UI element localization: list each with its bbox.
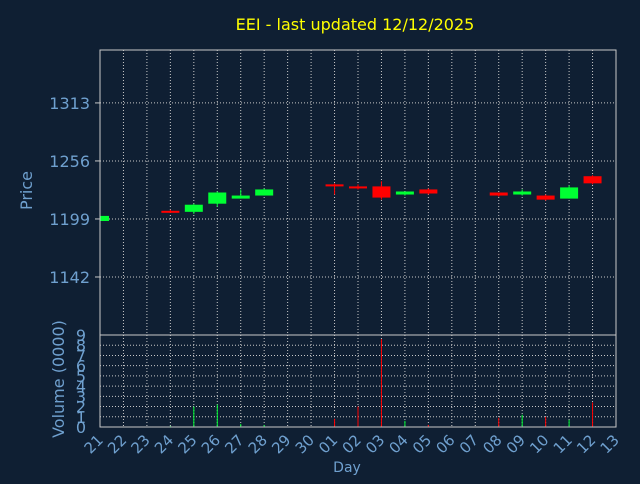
volume-tick-label: 8 bbox=[76, 336, 86, 355]
x-tick-labels: 2122232425262728293001020304050607080910… bbox=[81, 431, 623, 457]
price-tick-label: 1313 bbox=[49, 94, 90, 113]
x-tick-label: 09 bbox=[503, 431, 529, 457]
candle-body bbox=[255, 189, 274, 196]
chart-title: EEI - last updated 12/12/2025 bbox=[236, 15, 475, 34]
price-tick-label: 1142 bbox=[49, 268, 90, 287]
candle-body bbox=[161, 210, 180, 213]
price-axis-label: Price bbox=[17, 171, 36, 210]
x-tick-label: 05 bbox=[409, 431, 435, 457]
volume-tick-label: 4 bbox=[76, 377, 86, 396]
x-tick-label: 23 bbox=[128, 431, 154, 457]
candle-body bbox=[395, 191, 414, 195]
x-tick-label: 22 bbox=[104, 431, 130, 457]
price-tick-label: 1256 bbox=[49, 152, 90, 171]
x-axis-label: Day bbox=[333, 460, 361, 476]
volume-tick-label: 5 bbox=[76, 367, 86, 386]
volume-tick-label: 1 bbox=[76, 408, 86, 427]
price-tick-label: 1199 bbox=[49, 210, 90, 229]
x-tick-label: 28 bbox=[245, 431, 271, 457]
candle-body bbox=[100, 215, 109, 221]
x-tick-label: 12 bbox=[573, 431, 599, 457]
x-tick-label: 26 bbox=[198, 431, 224, 457]
candle-body bbox=[419, 189, 438, 194]
candle-body bbox=[184, 204, 203, 212]
x-tick-label: 25 bbox=[174, 431, 200, 457]
x-tick-label: 29 bbox=[268, 431, 294, 457]
candle-body bbox=[489, 192, 508, 196]
candle-body bbox=[536, 195, 555, 200]
candle-body bbox=[325, 184, 344, 187]
x-tick-label: 07 bbox=[456, 431, 482, 457]
candle-body bbox=[349, 186, 367, 189]
candle-body bbox=[583, 176, 602, 184]
x-tick-label: 04 bbox=[386, 431, 412, 457]
candle-body bbox=[208, 192, 227, 204]
volume-frame bbox=[99, 334, 617, 428]
x-tick-label: 30 bbox=[292, 431, 318, 457]
price-y-ticks: 1142 1199 1256 1313 bbox=[49, 94, 100, 287]
candle-body bbox=[560, 187, 579, 199]
price-grid bbox=[100, 50, 616, 335]
x-tick-label: 24 bbox=[151, 431, 177, 457]
x-tick-label: 01 bbox=[315, 431, 341, 457]
volume-tick-label: 6 bbox=[76, 357, 86, 376]
volume-tick-label: 9 bbox=[76, 326, 86, 345]
x-tick-label: 03 bbox=[362, 431, 388, 457]
volume-tick-label: 7 bbox=[76, 346, 86, 365]
candle-body bbox=[513, 191, 532, 195]
x-tick-label: 08 bbox=[479, 431, 505, 457]
x-tick-label: 13 bbox=[597, 431, 623, 457]
candle-body bbox=[231, 195, 250, 199]
x-tick-label: 27 bbox=[221, 431, 247, 457]
candle-body bbox=[372, 186, 391, 198]
volume-tick-label: 3 bbox=[76, 387, 86, 406]
volume-tick-label: 0 bbox=[76, 418, 86, 437]
x-tick-label: 06 bbox=[432, 431, 458, 457]
x-tick-label: 11 bbox=[550, 431, 576, 457]
x-tick-label: 10 bbox=[526, 431, 552, 457]
x-tick-label: 02 bbox=[339, 431, 365, 457]
volume-tick-label: 2 bbox=[76, 398, 86, 417]
volume-axis-label: Volume (0000) bbox=[49, 320, 68, 438]
volume-bars bbox=[99, 339, 594, 427]
price-candles bbox=[99, 175, 602, 221]
